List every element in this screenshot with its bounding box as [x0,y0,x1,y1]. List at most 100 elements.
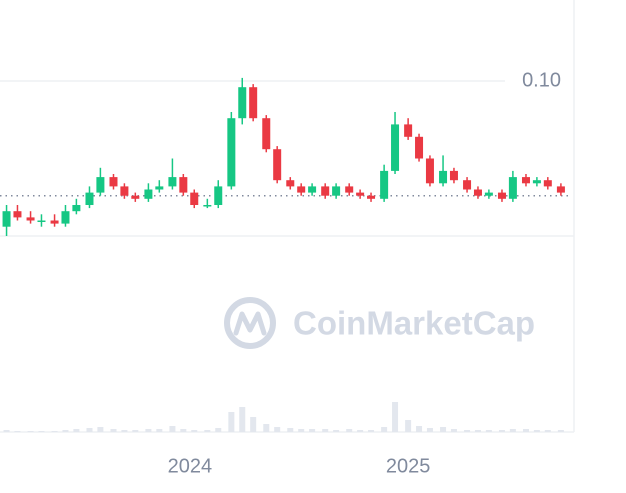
candle-body [345,186,354,193]
candle-body [179,177,188,193]
candle-body [463,180,472,190]
candle-body [203,205,212,207]
volume-bar [533,430,540,432]
volume-bar [121,430,128,432]
volume-bar [287,428,294,432]
volume-bar [191,430,198,432]
candle-body [168,177,177,187]
candle-body [404,124,413,137]
volume-bar [322,429,329,432]
volume-bar [62,430,69,432]
candle-body [308,186,317,193]
volume-bar [522,429,529,432]
candle-body [131,195,140,199]
volume-bar [464,430,471,432]
volume-bar [38,431,45,432]
watermark-text: CoinMarketCap [293,305,535,342]
candle-body [356,192,365,196]
candle-body [72,205,81,212]
candle-body [155,186,164,190]
candle-body [26,217,35,221]
candle-body [321,186,330,196]
volume-bar [132,430,139,432]
volume-bar [392,402,399,432]
candle-body [50,220,59,224]
candle-body [96,177,105,193]
volume-bar [416,426,423,432]
candle-body [332,186,341,196]
volume-bar [368,430,375,432]
volume-bar [405,420,412,432]
watermark-logo [224,297,276,349]
watermark-logo-mark [233,311,267,336]
volume-bar [485,430,492,432]
candle-body [415,136,424,159]
candle-body [286,180,295,187]
volume-bar [426,428,433,432]
volume-bar [357,430,364,432]
candle-body [214,186,223,205]
candle-body [37,220,46,222]
volume-bar [215,428,222,432]
volume-bar [309,429,316,432]
candle-body [367,195,376,199]
candle-body [380,170,389,199]
volume-bar [544,430,551,432]
candle-body [120,186,129,196]
candle-body [391,124,400,171]
candle-body [273,149,282,181]
volume-bar [263,424,270,432]
candle-body [238,87,247,119]
candle-body [473,189,482,196]
y-tick-label: 0.10 [522,69,561,91]
candle-body [508,177,517,199]
volume-bar [180,429,187,432]
volume-bar [169,426,176,432]
candle-body [13,211,22,218]
volume-bar [204,430,211,432]
candle-body [61,211,70,224]
volume-bar [346,429,353,432]
candle-body [439,170,448,184]
candle-body [227,118,236,187]
candle-body [297,186,306,193]
volume-bar [73,429,80,432]
volume-bar [51,431,58,432]
volume-bar [3,430,10,432]
candle-body [262,118,271,150]
candle-body [425,158,434,184]
volume-bar [156,429,163,432]
volume-bar [381,427,388,432]
candle-body [484,192,493,196]
candle-body [190,192,199,205]
volume-bar [86,428,93,432]
volume-bar [110,429,117,432]
volume-bar [450,429,457,432]
volume-bar [14,431,21,432]
candle-body [556,186,565,193]
volume-bar [298,429,305,432]
candle-body [109,177,118,187]
watermark: CoinMarketCap [224,297,535,349]
candle-body [532,180,541,184]
volume-bar [97,427,104,432]
candle-body [521,177,530,184]
volume-bar [440,427,447,432]
candle-body [249,87,258,119]
volume-bar [474,430,481,432]
volume-bar [239,407,246,432]
volume-bar [228,412,235,432]
volume-bar [274,427,281,432]
volume-bar [557,430,564,432]
candle-body [144,189,153,199]
candle-body [497,192,506,199]
x-tick-label: 2024 [168,455,213,477]
volume-bar [498,430,505,432]
volume-bar [27,431,34,432]
candle-body [2,211,11,227]
volume-bar [250,417,257,432]
candle-body [85,192,94,205]
candle-body [543,180,552,187]
